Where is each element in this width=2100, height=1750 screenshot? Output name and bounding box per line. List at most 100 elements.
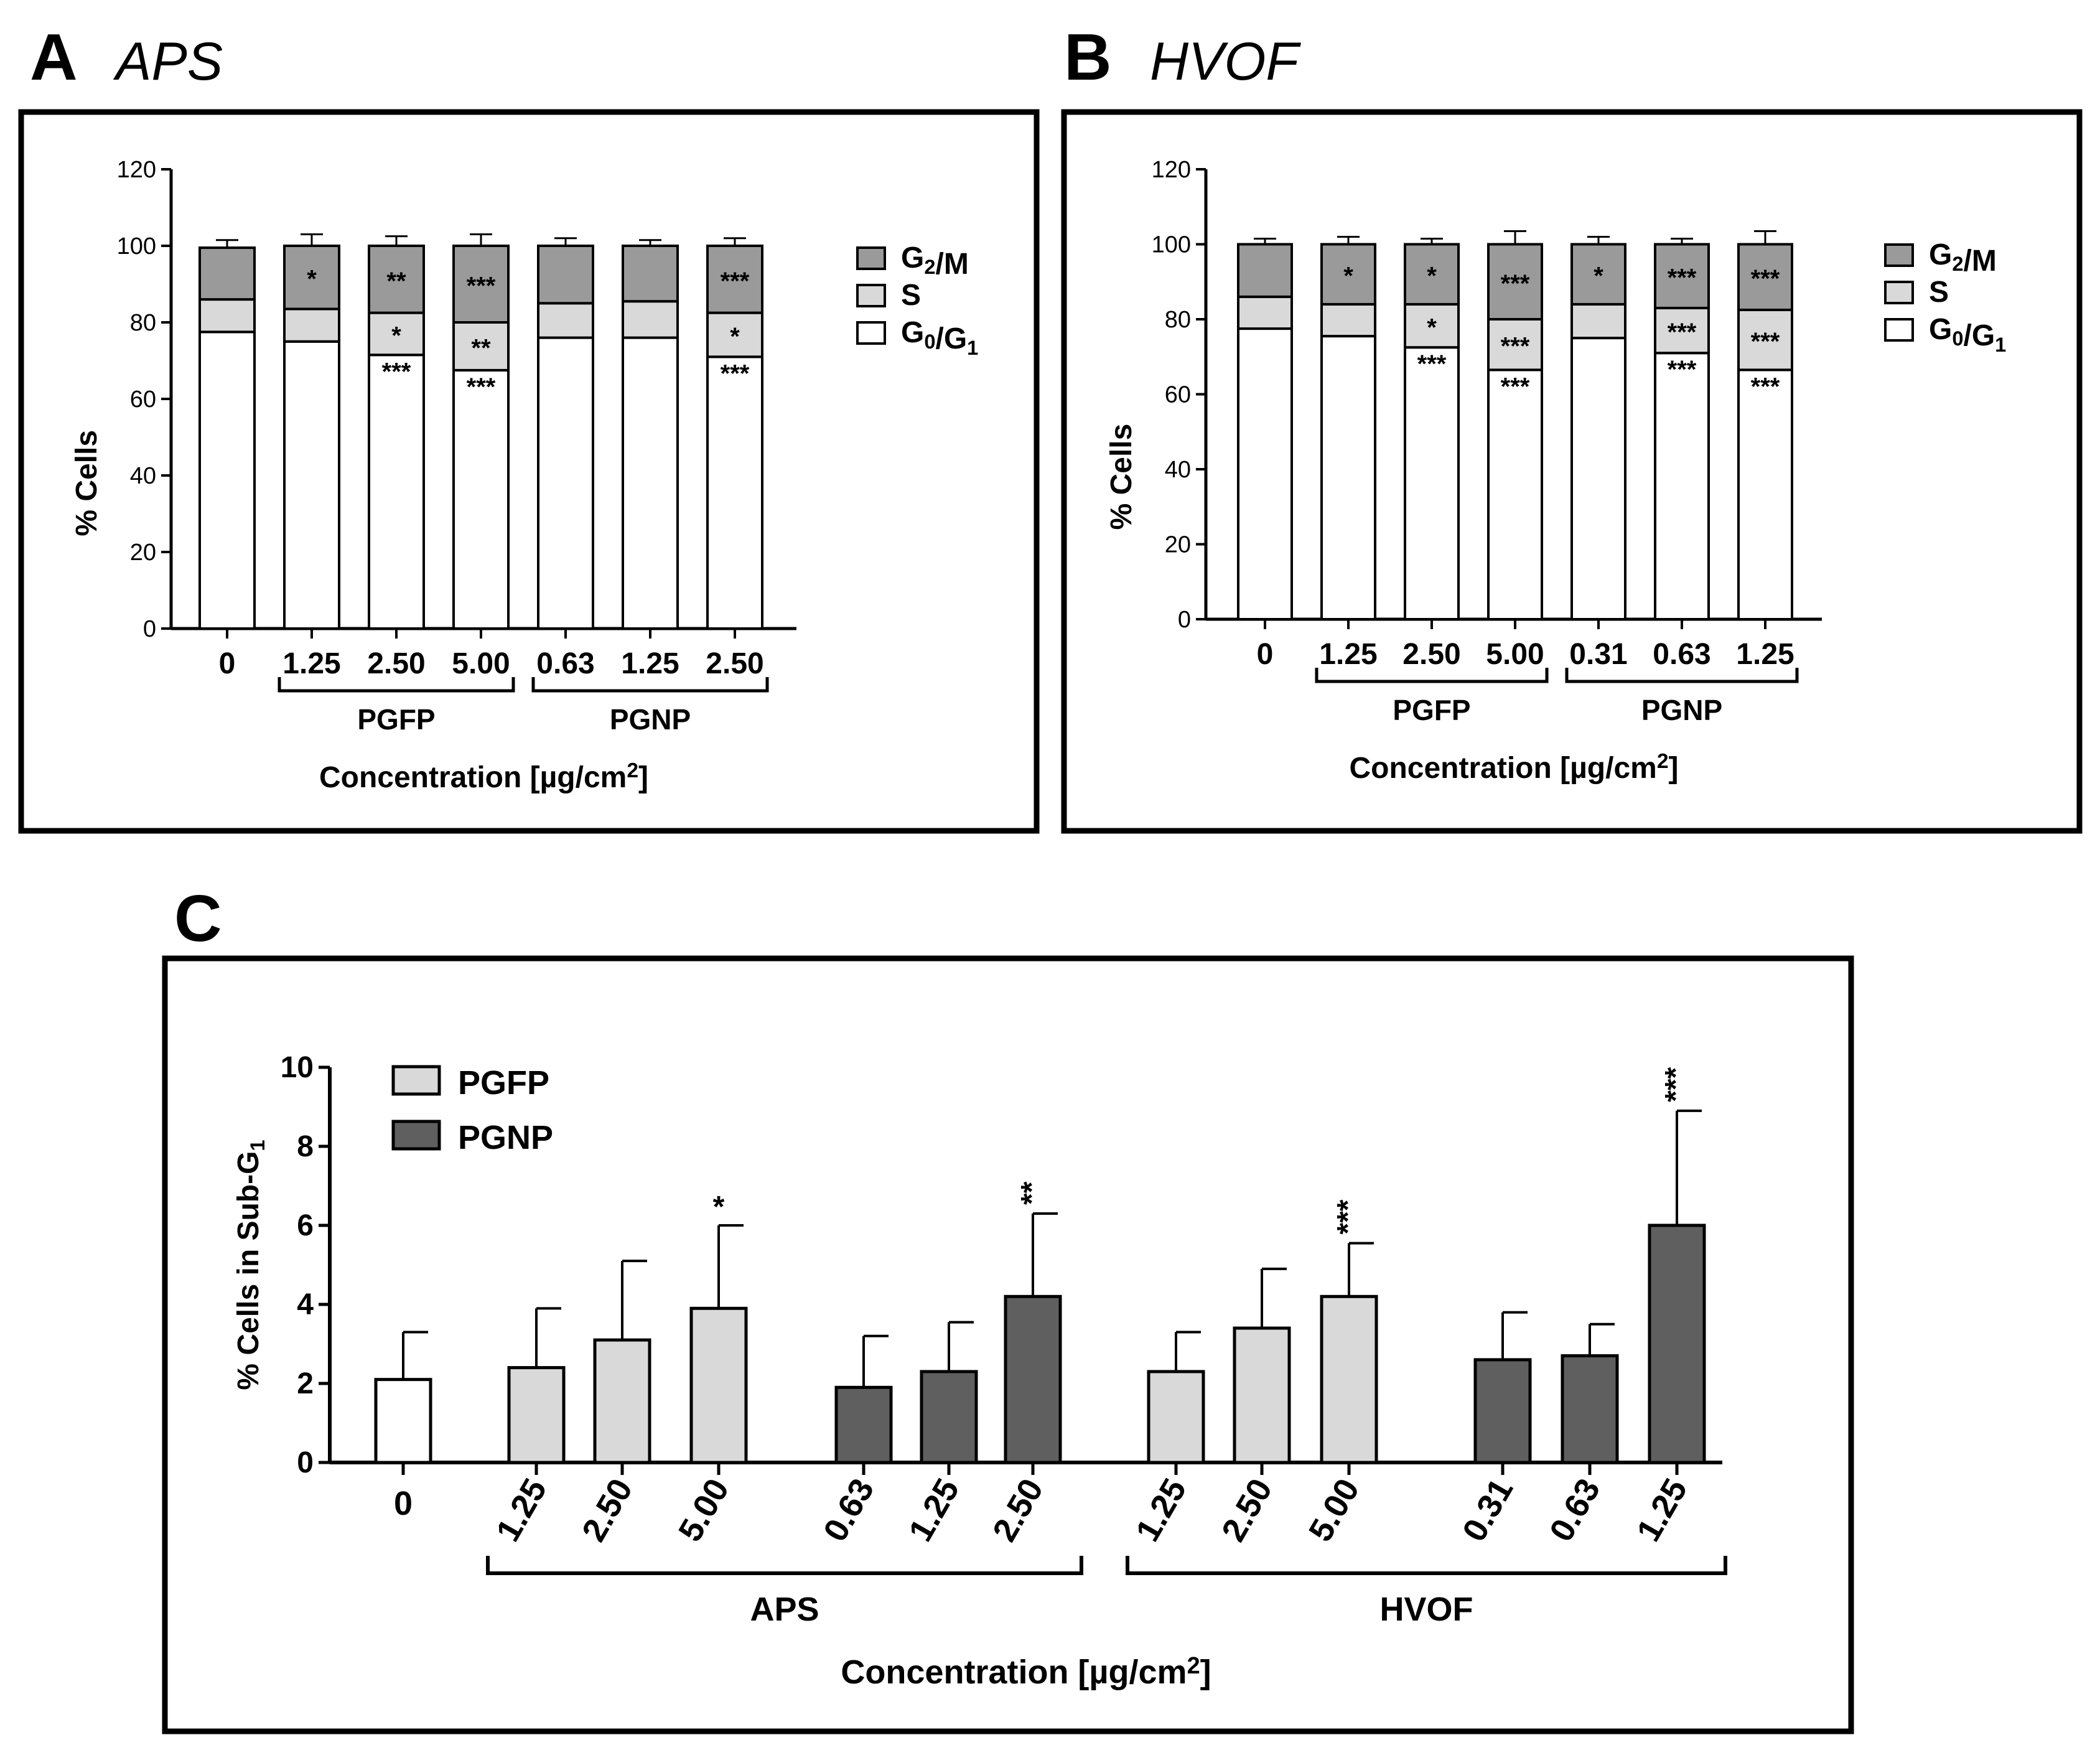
y-tick-label: 100 <box>117 233 156 260</box>
bar-segment-g2-m <box>198 246 256 301</box>
legend-swatch <box>1884 243 1914 267</box>
significance-label: *** <box>1751 373 1780 400</box>
bar-segment-g2-m <box>1237 243 1293 298</box>
x-tick-label: 2.50 <box>1215 1472 1280 1548</box>
x-tick-label: 0.63 <box>1653 638 1710 671</box>
legend-label: G2/M <box>1929 238 1997 278</box>
x-tick-label: 0 <box>1257 638 1274 671</box>
group-bracket <box>531 677 769 693</box>
x-tick-label: 5.00 <box>452 647 510 680</box>
legend-swatch <box>391 1120 441 1151</box>
bar-segment-g0-g1 <box>1737 368 1793 621</box>
bar-segment-s <box>452 321 510 372</box>
bar <box>834 1385 893 1464</box>
bar-segment-s <box>1570 302 1626 340</box>
significance-label: * <box>1343 263 1353 290</box>
x-tick-label: 5.00 <box>1486 638 1544 671</box>
x-tick-label: 0.63 <box>1542 1472 1608 1548</box>
group-bracket <box>1315 668 1549 683</box>
x-tick-label: 1.25 <box>1129 1472 1194 1548</box>
bar <box>1233 1326 1291 1464</box>
bar-segment-g2-m <box>1320 243 1376 306</box>
significance-label: * <box>391 322 401 349</box>
bar-segment-g0-g1 <box>198 330 256 630</box>
bar-segment-g2-m <box>1570 243 1626 306</box>
group-label: PGFP <box>357 703 435 736</box>
bar <box>507 1366 566 1464</box>
group-bracket <box>1565 668 1799 683</box>
significance-label: *** <box>1751 328 1780 355</box>
significance-label: *** <box>1501 373 1530 400</box>
x-tick-label: 5.00 <box>1302 1472 1367 1548</box>
bar <box>1648 1224 1706 1464</box>
y-tick-label: 120 <box>1152 157 1191 183</box>
legend-label: PGNP <box>458 1119 553 1156</box>
bar <box>1473 1358 1532 1464</box>
bar-segment-g2-m <box>706 245 763 314</box>
bar-segment-s <box>368 311 425 357</box>
y-tick-label: 120 <box>117 157 156 183</box>
significance-label: * <box>1594 263 1603 290</box>
bar-segment-s <box>537 302 594 339</box>
bar <box>689 1306 748 1464</box>
panel-c-frame <box>162 955 1854 1734</box>
x-tick-label: 2.50 <box>706 647 763 680</box>
y-tick-label: 0 <box>1178 607 1191 633</box>
significance-label: *** <box>1751 265 1780 292</box>
legend-swatch <box>856 284 886 307</box>
legend-label: S <box>901 279 921 312</box>
significance-label: *** <box>1417 350 1447 378</box>
bar-segment-g0-g1 <box>622 336 679 630</box>
bar-segment-g0-g1 <box>537 336 594 630</box>
y-tick-label: 0 <box>297 1446 314 1479</box>
panel-b-frame <box>1061 109 2083 834</box>
group-label: PGFP <box>1393 694 1470 726</box>
x-tick-label: 1.25 <box>621 647 679 680</box>
y-tick-label: 2 <box>297 1367 314 1400</box>
significance-label: *** <box>1501 333 1530 360</box>
y-tick-label: 60 <box>130 386 156 413</box>
legend-label: G0/G1 <box>901 316 978 359</box>
y-tick-label: 0 <box>143 616 156 642</box>
legend-swatch <box>856 321 886 345</box>
significance-label: ** <box>471 334 491 362</box>
bar-segment-g2-m <box>368 245 425 314</box>
y-tick-label: 6 <box>297 1209 314 1242</box>
significance-label: *** <box>467 273 496 300</box>
bar-segment-g2-m <box>1654 243 1710 309</box>
bar-segment-s <box>1320 302 1376 338</box>
significance-label: * <box>1427 314 1437 342</box>
x-axis-label: Concentration [µg/cm2] <box>319 759 648 794</box>
x-tick-label: 0.31 <box>1455 1472 1521 1548</box>
y-tick-label: 4 <box>297 1288 314 1321</box>
significance-label: *** <box>1659 1067 1692 1102</box>
bar <box>1147 1370 1205 1464</box>
bar-segment-g0-g1 <box>1237 327 1293 620</box>
group-label: PGNP <box>1641 694 1722 726</box>
panel-a-letter: A <box>30 21 78 94</box>
bar <box>1004 1294 1062 1464</box>
bar-segment-s <box>198 298 256 334</box>
legend-swatch <box>391 1065 441 1096</box>
y-tick-label: 10 <box>281 1051 314 1084</box>
x-tick-label: 1.25 <box>902 1472 967 1548</box>
significance-label: ** <box>1015 1181 1048 1205</box>
significance-label: *** <box>1668 356 1697 383</box>
bar-segment-g0-g1 <box>1404 346 1460 620</box>
bar-segment-g0-g1 <box>1654 352 1710 620</box>
bar-segment-s <box>706 311 763 358</box>
significance-label: * <box>730 323 740 350</box>
y-tick-label: 40 <box>1165 457 1191 483</box>
y-tick-label: 20 <box>1165 532 1191 558</box>
y-tick-label: 80 <box>130 310 156 336</box>
significance-label: *** <box>721 268 750 295</box>
y-axis-label: % Cells <box>1105 424 1138 530</box>
bar <box>1320 1294 1378 1464</box>
bar-segment-g0-g1 <box>1570 337 1626 620</box>
x-axis-label: Concentration [µg/cm2] <box>1349 750 1678 785</box>
significance-label: *** <box>1668 264 1697 292</box>
y-tick-label: 80 <box>1165 307 1191 333</box>
